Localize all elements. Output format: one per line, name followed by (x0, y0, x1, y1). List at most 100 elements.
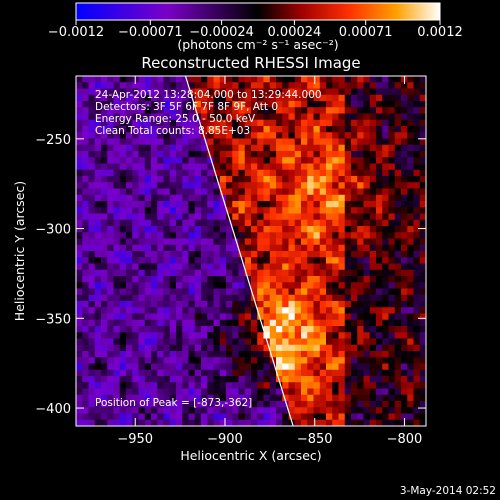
heatmap-cell (213, 313, 221, 321)
heatmap-cell (219, 213, 227, 221)
heatmap-cell (119, 126, 127, 133)
heatmap-cell (319, 126, 327, 133)
heatmap-cell (338, 369, 346, 377)
heatmap-cell (376, 307, 383, 314)
heatmap-cell (351, 269, 358, 277)
heatmap-cell (182, 88, 189, 96)
heatmap-cell (301, 119, 308, 127)
heatmap-cell (76, 207, 83, 214)
heatmap-cell (401, 113, 408, 121)
heatmap-cell (388, 132, 396, 139)
heatmap-cell (176, 394, 183, 402)
heatmap-cell (82, 276, 89, 283)
heatmap-cell (76, 219, 83, 227)
heatmap-cell (76, 344, 83, 352)
heatmap-cell (76, 244, 83, 252)
heatmap-cell (144, 344, 152, 352)
heatmap-cell (213, 269, 221, 277)
heatmap-cell (407, 351, 414, 358)
heatmap-cell (132, 101, 139, 108)
heatmap-cell (138, 232, 146, 239)
heatmap-cell (213, 188, 221, 196)
heatmap-cell (238, 382, 246, 389)
heatmap-cell (282, 307, 289, 314)
heatmap-cell (119, 169, 127, 177)
heatmap-cell (76, 107, 83, 114)
heatmap-cell (407, 369, 414, 377)
heatmap-cell (338, 282, 346, 289)
heatmap-cell (76, 176, 83, 183)
heatmap-cell (332, 326, 339, 333)
heatmap-cell (394, 244, 402, 252)
heatmap-cell (176, 419, 183, 426)
heatmap-cell (382, 138, 389, 146)
heatmap-cell (238, 194, 246, 202)
heatmap-cell (151, 132, 158, 139)
heatmap-cell (294, 94, 302, 102)
heatmap-cell (376, 126, 383, 133)
heatmap-cell (276, 107, 283, 114)
heatmap-cell (82, 307, 89, 314)
heatmap-cell (344, 238, 352, 246)
heatmap-cell (194, 107, 202, 114)
heatmap-cell (382, 176, 389, 183)
heatmap-cell (157, 338, 164, 346)
heatmap-cell (269, 163, 277, 171)
heatmap-cell (107, 238, 114, 246)
heatmap-cell (244, 113, 252, 121)
heatmap-cell (251, 119, 258, 127)
heatmap-cell (263, 188, 271, 196)
heatmap-cell (226, 326, 233, 333)
heatmap-cell (232, 238, 239, 246)
heatmap-cell (376, 76, 383, 83)
heatmap-cell (307, 244, 314, 252)
heatmap-cell (138, 282, 146, 289)
heatmap-cell (182, 238, 189, 246)
heatmap-cell (113, 82, 121, 89)
heatmap-cell (294, 276, 302, 283)
heatmap-cell (294, 332, 302, 339)
heatmap-cell (219, 157, 227, 164)
heatmap-cell (276, 232, 283, 239)
heatmap-cell (257, 369, 264, 377)
heatmap-cell (88, 413, 96, 421)
heatmap-cell (144, 132, 152, 139)
heatmap-cell (82, 282, 89, 289)
heatmap-cell (201, 157, 208, 164)
heatmap-cell (176, 207, 183, 214)
heatmap-cell (319, 294, 327, 302)
heatmap-cell (157, 163, 164, 171)
heatmap-cell (219, 176, 227, 183)
heatmap-cell (357, 419, 364, 426)
heatmap-cell (407, 88, 414, 96)
heatmap-cell (213, 151, 221, 158)
heatmap-cell (401, 213, 408, 221)
heatmap-cell (313, 351, 321, 358)
heatmap-cell (138, 144, 146, 152)
heatmap-cell (388, 382, 396, 389)
heatmap-cell (207, 82, 214, 89)
heatmap-cell (419, 338, 426, 346)
heatmap-cell (413, 257, 421, 264)
heatmap-cell (113, 113, 121, 121)
heatmap-cell (94, 232, 102, 239)
heatmap-cell (413, 313, 421, 321)
heatmap-cell (394, 238, 402, 246)
heatmap-cell (344, 176, 352, 183)
heatmap-cell (207, 419, 214, 426)
heatmap-cell (363, 157, 371, 164)
heatmap-cell (138, 169, 146, 177)
heatmap-cell (107, 407, 114, 414)
heatmap-cell (313, 363, 321, 371)
heatmap-cell (319, 157, 327, 164)
heatmap-cell (226, 276, 233, 283)
heatmap-cell (219, 401, 227, 408)
heatmap-cell (332, 182, 339, 189)
heatmap-cell (332, 126, 339, 133)
heatmap-cell (276, 301, 283, 308)
heatmap-cell (113, 182, 121, 189)
heatmap-cell (401, 251, 408, 258)
heatmap-cell (338, 82, 346, 89)
heatmap-cell (319, 182, 327, 189)
heatmap-cell (244, 263, 252, 271)
